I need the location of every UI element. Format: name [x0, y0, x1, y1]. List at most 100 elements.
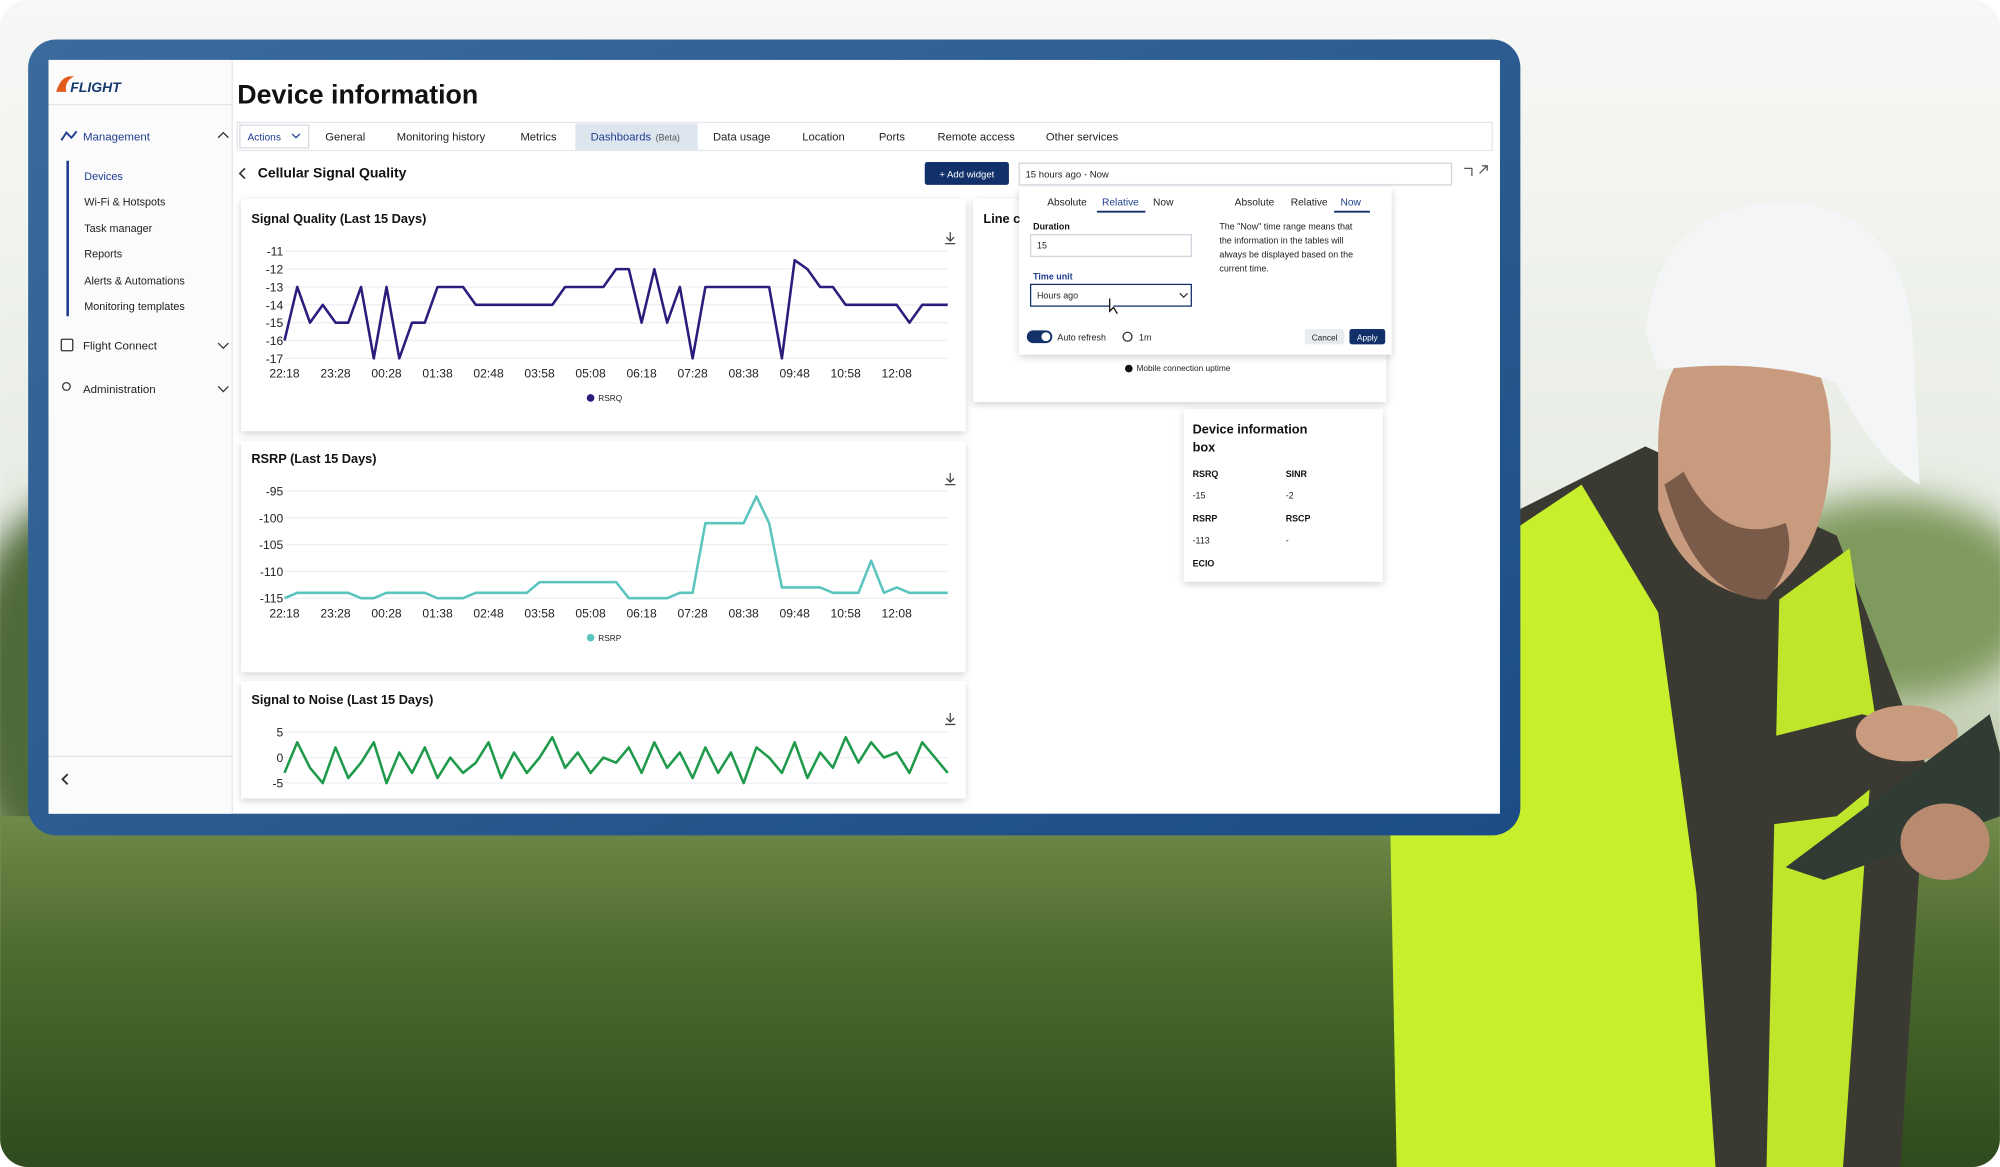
- nav-icon: [60, 130, 78, 141]
- picker-tab[interactable]: Relative: [1291, 197, 1328, 208]
- y-tick-label: -13: [266, 280, 284, 294]
- nav-icon: [60, 338, 74, 352]
- field-label: RSRQ: [1193, 469, 1219, 479]
- toggle-label: Auto refresh: [1057, 333, 1106, 343]
- legend-swatch: [586, 394, 595, 402]
- chart-title: RSRP (Last 15 Days): [251, 451, 376, 466]
- tab[interactable]: Other services: [1046, 131, 1119, 143]
- picker-tab[interactable]: Relative: [1102, 197, 1139, 208]
- chevron[interactable]: [217, 385, 229, 393]
- nav-section[interactable]: Flight Connect: [83, 340, 158, 352]
- field-label: RSCP: [1286, 514, 1311, 524]
- time-range-input[interactable]: [1018, 162, 1453, 186]
- nav-item[interactable]: Reports: [84, 249, 123, 261]
- field-value[interactable]: Hours ago: [1037, 290, 1078, 300]
- collapse-button[interactable]: [61, 773, 69, 786]
- tab[interactable]: Metrics: [520, 131, 557, 143]
- info-title: Device information: [1193, 422, 1308, 437]
- hand: [1900, 803, 1990, 881]
- nav-item[interactable]: Task manager: [84, 223, 152, 235]
- picker-tab[interactable]: Absolute: [1047, 197, 1087, 208]
- picker-tab[interactable]: Absolute: [1235, 197, 1275, 208]
- nav-section[interactable]: Administration: [83, 384, 156, 396]
- x-tick-label: 00:28: [371, 606, 402, 620]
- add-widget-button[interactable]: [924, 161, 1009, 185]
- x-tick-label: 02:48: [473, 367, 504, 381]
- x-tick-label: 23:28: [320, 606, 351, 620]
- chevron[interactable]: [217, 342, 229, 350]
- nav-section[interactable]: Management: [83, 131, 151, 143]
- tab[interactable]: Remote access: [938, 131, 1016, 143]
- download-icon[interactable]: [945, 473, 956, 486]
- sidebar: [48, 59, 233, 814]
- legend-label: Mobile connection uptime: [1136, 363, 1230, 373]
- chart-panel: [241, 441, 966, 673]
- x-tick-label: 02:48: [473, 606, 504, 620]
- x-tick-label: 07:28: [677, 606, 708, 620]
- x-tick-label: 12:08: [882, 606, 913, 620]
- data-line: [283, 735, 949, 785]
- y-tick-label: -110: [260, 565, 284, 579]
- tab[interactable]: Actions: [248, 132, 281, 143]
- legend-label: RSRQ: [598, 393, 622, 403]
- logo[interactable]: FLIGHT: [70, 79, 122, 95]
- tab[interactable]: Location: [802, 131, 844, 143]
- button-label[interactable]: Apply: [1357, 333, 1379, 343]
- legend-swatch: [1124, 364, 1133, 373]
- tab[interactable]: Monitoring history: [397, 131, 486, 143]
- dashboard-title: Cellular Signal Quality: [258, 164, 407, 180]
- cancel-button[interactable]: [1304, 329, 1345, 345]
- x-tick-label: 00:28: [371, 367, 402, 381]
- duration-input[interactable]: [1029, 234, 1192, 257]
- x-tick-label: 05:08: [575, 606, 606, 620]
- nav-item[interactable]: Monitoring templates: [84, 301, 185, 313]
- picker-tab[interactable]: Now: [1341, 197, 1362, 208]
- page-title: Device information: [237, 79, 478, 109]
- toggle-knob: [1041, 332, 1051, 342]
- x-tick-label: 05:08: [575, 367, 606, 381]
- field-label: SINR: [1286, 469, 1308, 479]
- actions-dropdown[interactable]: [239, 124, 310, 149]
- field-value: -113: [1193, 535, 1210, 545]
- data-line: [284, 495, 948, 600]
- tab[interactable]: Dashboards: [591, 131, 652, 143]
- x-tick-label: 03:58: [524, 606, 555, 620]
- field-value: -2: [1286, 491, 1294, 501]
- legend-label: RSRP: [598, 633, 621, 643]
- back-button[interactable]: [238, 167, 246, 180]
- apply-button[interactable]: [1349, 329, 1386, 345]
- x-tick-label: 08:38: [728, 606, 759, 620]
- chart-title: Signal to Noise (Last 15 Days): [251, 692, 433, 707]
- button-label[interactable]: Cancel: [1312, 333, 1338, 343]
- x-tick-label: 01:38: [422, 606, 453, 620]
- refresh-interval[interactable]: 1m: [1139, 333, 1151, 343]
- y-tick-label: -95: [266, 484, 284, 498]
- field-value[interactable]: 15: [1037, 241, 1047, 251]
- clock-icon: [1122, 331, 1133, 342]
- time-picker: [1019, 187, 1392, 355]
- chevron[interactable]: [217, 131, 229, 139]
- picker-tab[interactable]: Now: [1153, 197, 1174, 208]
- y-tick-label: 5: [276, 726, 283, 740]
- tab[interactable]: Ports: [879, 131, 906, 143]
- toolbar-icons[interactable]: [1464, 165, 1488, 177]
- active-tab[interactable]: [575, 123, 698, 151]
- help-text: always be displayed based on the: [1219, 250, 1353, 260]
- nav-item[interactable]: Devices: [84, 171, 123, 183]
- hand: [1855, 705, 1958, 762]
- x-tick-label: 07:28: [677, 367, 708, 381]
- tab[interactable]: Data usage: [713, 131, 770, 143]
- x-tick-label: 06:18: [626, 367, 657, 381]
- data-line: [283, 258, 948, 360]
- y-tick-label: -14: [266, 298, 284, 312]
- button-label[interactable]: + Add widget: [939, 169, 994, 180]
- y-tick-label: 0: [276, 751, 283, 765]
- time-range[interactable]: 15 hours ago - Now: [1026, 169, 1109, 180]
- nav-item[interactable]: Wi-Fi & Hotspots: [84, 196, 166, 208]
- download-icon[interactable]: [945, 712, 956, 726]
- download-icon[interactable]: [945, 232, 956, 245]
- nav-item[interactable]: Alerts & Automations: [84, 275, 185, 287]
- tab[interactable]: General: [325, 131, 365, 143]
